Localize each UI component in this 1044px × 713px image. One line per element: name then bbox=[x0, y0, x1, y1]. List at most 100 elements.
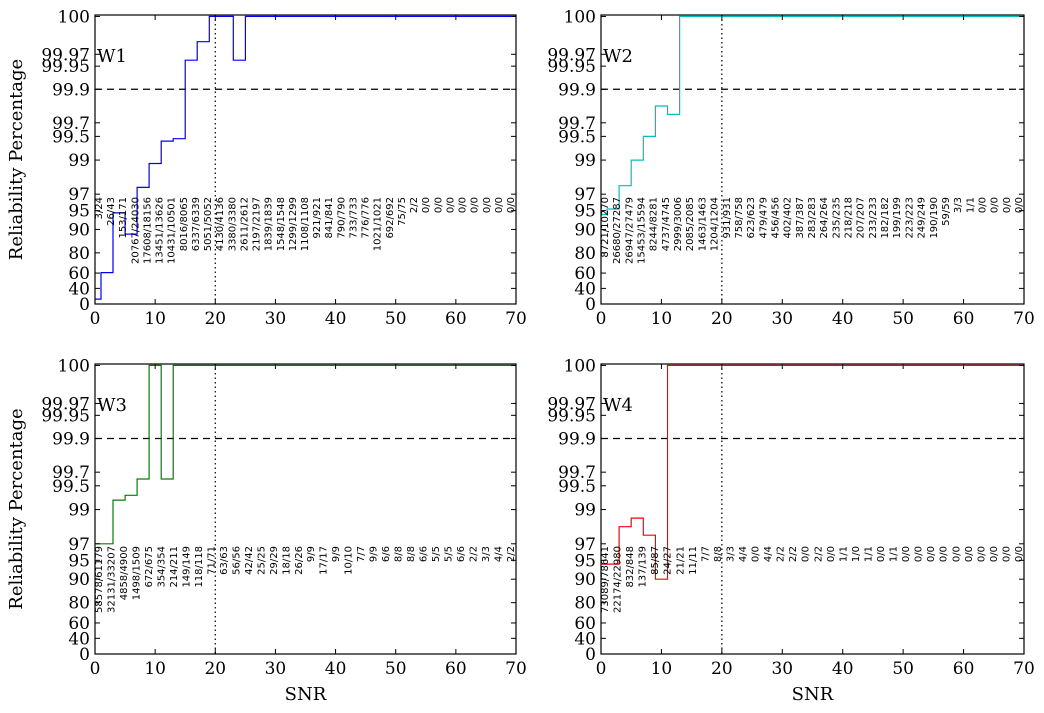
y-axis-label: Reliability Percentage bbox=[6, 408, 27, 609]
count-annotation: 0/0 bbox=[751, 546, 762, 562]
count-annotation: 2/2 bbox=[469, 546, 480, 562]
x-tick-label: 50 bbox=[385, 659, 407, 679]
x-axis-label: SNR bbox=[285, 684, 327, 705]
count-annotation: 790/790 bbox=[336, 197, 347, 239]
count-annotation: 24/27 bbox=[663, 546, 674, 575]
count-annotation: 479/479 bbox=[758, 197, 769, 239]
count-annotation: 58578/61179 bbox=[94, 546, 105, 613]
y-tick-label: 99.97 bbox=[547, 45, 596, 65]
y-tick-label: 99.97 bbox=[547, 394, 596, 414]
count-annotation: 5051/5052 bbox=[203, 197, 214, 251]
count-annotation: 2/2 bbox=[409, 197, 420, 213]
y-tick-label: 100 bbox=[564, 7, 596, 27]
count-annotation: 921/921 bbox=[312, 197, 323, 239]
count-annotation: 17/17 bbox=[319, 546, 330, 575]
y-tick-label: 99.5 bbox=[558, 127, 596, 147]
count-annotation: 1/0 bbox=[851, 546, 862, 562]
x-tick-label: 0 bbox=[596, 659, 607, 679]
count-annotation: 7/7 bbox=[700, 546, 711, 562]
x-tick-label: 40 bbox=[325, 309, 347, 329]
count-annotation: 3380/3380 bbox=[227, 197, 238, 251]
y-tick-label: 95 bbox=[68, 551, 90, 571]
panel-label: W4 bbox=[603, 395, 633, 416]
count-annotation: 2197/2197 bbox=[252, 197, 263, 251]
y-tick-label: 95 bbox=[574, 202, 596, 222]
count-annotation: 1021/1021 bbox=[373, 197, 384, 251]
count-annotation: 692/692 bbox=[385, 197, 396, 239]
y-tick-label: 99.5 bbox=[52, 127, 90, 147]
count-annotation: 25/25 bbox=[256, 546, 267, 575]
y-tick-label: 97 bbox=[68, 535, 90, 555]
count-annotation: 0/0 bbox=[801, 546, 812, 562]
count-annotation: 26/26 bbox=[294, 546, 305, 575]
y-tick-label: 60 bbox=[68, 614, 90, 634]
count-annotation: 402/402 bbox=[783, 197, 794, 239]
y-tick-label: 0 bbox=[585, 295, 596, 315]
y-tick-label: 99.95 bbox=[41, 57, 90, 77]
count-annotation: 22174/22980 bbox=[613, 546, 624, 613]
count-annotation: 6337/6339 bbox=[191, 197, 202, 251]
count-annotation: 149/149 bbox=[181, 546, 192, 588]
count-annotation: 623/623 bbox=[746, 197, 757, 239]
count-annotation: 0/0 bbox=[876, 546, 887, 562]
y-tick-label: 99.95 bbox=[41, 406, 90, 426]
y-tick-label: 99.97 bbox=[41, 394, 90, 414]
count-annotation: 8/8 bbox=[713, 546, 724, 562]
count-annotation: 931/931 bbox=[722, 197, 733, 239]
y-tick-label: 99.5 bbox=[558, 477, 596, 497]
count-annotation: 1463/1463 bbox=[697, 197, 708, 251]
x-tick-label: 10 bbox=[144, 309, 166, 329]
y-tick-label: 90 bbox=[574, 220, 596, 240]
y-tick-label: 40 bbox=[574, 279, 596, 299]
x-tick-label: 40 bbox=[832, 659, 854, 679]
count-annotation: 3/3 bbox=[481, 546, 492, 562]
count-annotation: 6/6 bbox=[456, 546, 467, 562]
count-annotation: 153/171 bbox=[118, 197, 129, 239]
count-annotation: 0/0 bbox=[989, 546, 1000, 562]
count-annotation: 207/207 bbox=[856, 197, 867, 239]
y-tick-label: 80 bbox=[574, 244, 596, 264]
x-tick-label: 70 bbox=[1013, 309, 1035, 329]
count-annotation: 7/7 bbox=[356, 546, 367, 562]
x-tick-label: 50 bbox=[892, 659, 914, 679]
count-annotation: 8016/8065 bbox=[179, 197, 190, 251]
x-tick-label: 40 bbox=[325, 659, 347, 679]
panel-label: W3 bbox=[97, 395, 127, 416]
count-annotation: 1204/1204 bbox=[710, 197, 721, 251]
count-annotation: 223/223 bbox=[904, 197, 915, 239]
count-annotation: 15453/15594 bbox=[637, 197, 648, 264]
count-annotation: 42/42 bbox=[244, 546, 255, 575]
plot-area-frame bbox=[94, 14, 517, 305]
y-tick-label: 99.7 bbox=[52, 114, 90, 134]
y-tick-label: 97 bbox=[574, 185, 596, 205]
x-tick-label: 10 bbox=[144, 659, 166, 679]
count-annotation: 235/235 bbox=[831, 197, 842, 239]
count-annotation: 0/0 bbox=[826, 546, 837, 562]
y-tick-label: 99.7 bbox=[558, 114, 596, 134]
count-annotation: 18/18 bbox=[281, 546, 292, 575]
count-annotation: 190/190 bbox=[929, 197, 940, 239]
y-tick-label: 99.7 bbox=[52, 463, 90, 483]
count-annotation: 1108/1108 bbox=[300, 197, 311, 251]
count-annotation: 26947/27479 bbox=[624, 197, 635, 264]
y-tick-label: 100 bbox=[564, 356, 596, 376]
count-annotation: 10/10 bbox=[344, 546, 355, 575]
count-annotation: 13451/13626 bbox=[155, 197, 166, 264]
count-annotation: 32131/33207 bbox=[106, 546, 117, 613]
count-annotation: 832/848 bbox=[625, 546, 636, 588]
y-tick-label: 99 bbox=[68, 151, 90, 171]
y-tick-label: 40 bbox=[574, 629, 596, 649]
count-annotation: 0/0 bbox=[433, 197, 444, 213]
y-tick-label: 0 bbox=[79, 645, 90, 665]
count-annotation: 2085/2085 bbox=[685, 197, 696, 251]
count-annotation: 264/264 bbox=[819, 197, 830, 239]
x-tick-label: 30 bbox=[771, 659, 793, 679]
count-annotation: 1498/1509 bbox=[131, 546, 142, 600]
y-tick-label: 40 bbox=[68, 279, 90, 299]
count-annotation: 1/1 bbox=[863, 546, 874, 562]
plot-area-frame bbox=[600, 14, 1025, 305]
count-annotation: 85/87 bbox=[650, 546, 661, 575]
count-annotation: 1/1 bbox=[965, 197, 976, 213]
count-annotation: 6/6 bbox=[419, 546, 430, 562]
